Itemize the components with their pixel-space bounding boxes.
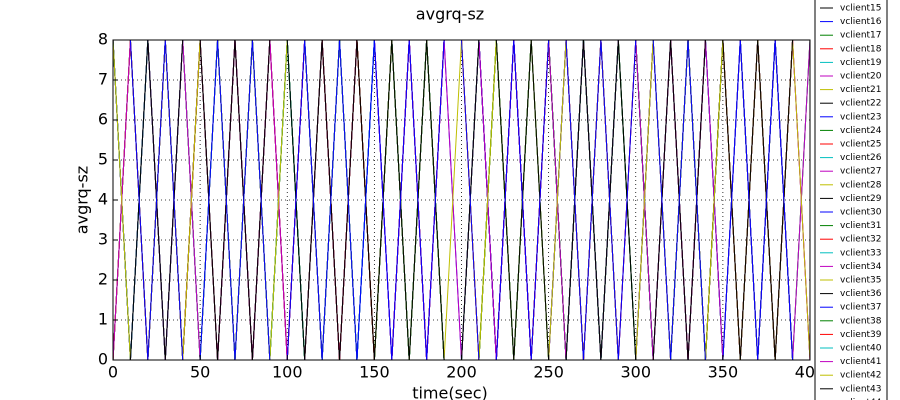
legend-label: vclient36: [840, 289, 882, 299]
legend-box: [814, 0, 888, 400]
legend-label: vclient29: [840, 194, 882, 204]
legend-label: vclient33: [840, 248, 882, 258]
legend-label: vclient16: [840, 17, 882, 27]
y-tick-label: 7: [98, 70, 108, 89]
y-tick-label: 4: [98, 190, 108, 209]
x-tick-label: 150: [359, 363, 390, 382]
x-tick-label: 250: [533, 363, 564, 382]
grid: [112, 39, 811, 361]
x-tick-label: 300: [620, 363, 651, 382]
legend-label: vclient38: [840, 316, 882, 326]
legend-label: vclient39: [840, 330, 882, 340]
y-tick-label: 3: [98, 230, 108, 249]
y-tick-label: 2: [98, 270, 108, 289]
legend-label: vclient26: [840, 153, 882, 163]
legend-label: vclient27: [840, 167, 882, 177]
legend-label: vclient19: [840, 58, 882, 68]
legend-label: vclient30: [840, 208, 882, 218]
legend-label: vclient41: [840, 357, 882, 367]
legend-label: vclient43: [840, 384, 882, 394]
y-tick-label: 5: [98, 150, 108, 169]
legend-label: vclient42: [840, 371, 882, 381]
legend: vclient15 vclient16 vclient17 vclient18 vcli…: [814, 0, 888, 400]
legend-label: vclient20: [840, 72, 882, 82]
legend-label: vclient25: [840, 140, 882, 150]
y-axis-label: avgrq-sz: [73, 166, 92, 234]
legend-label: vclient34: [840, 262, 882, 272]
legend-label: vclient15: [840, 4, 882, 14]
legend-label: vclient24: [840, 126, 882, 136]
legend-label: vclient21: [840, 85, 882, 95]
legend-label: vclient35: [840, 276, 882, 286]
legend-label: vclient22: [840, 99, 882, 109]
y-tick-label: 6: [98, 110, 108, 129]
series-line: [113, 40, 810, 360]
x-tick-label: 0: [108, 363, 118, 382]
x-tick-label: 200: [446, 363, 477, 382]
legend-label: vclient40: [840, 344, 882, 354]
y-tick-label: 8: [98, 30, 108, 49]
series-line: [113, 40, 810, 360]
plot-lines: [113, 40, 810, 360]
chart-title: avgrq-sz: [416, 5, 484, 24]
y-tick-label: 0: [98, 350, 108, 369]
legend-label: vclient28: [840, 180, 882, 190]
x-tick-label: 100: [272, 363, 303, 382]
legend-label: vclient18: [840, 44, 882, 54]
x-tick-label: 50: [190, 363, 210, 382]
legend-label: vclient31: [840, 221, 882, 231]
legend-label: vclient17: [840, 31, 882, 41]
legend-label: vclient37: [840, 303, 882, 313]
x-tick-label: 350: [708, 363, 739, 382]
legend-label: vclient23: [840, 112, 882, 122]
legend-label: vclient44: [840, 398, 882, 400]
legend-label: vclient32: [840, 235, 882, 245]
x-axis-label: time(sec): [412, 384, 488, 400]
y-tick-label: 1: [98, 310, 108, 329]
